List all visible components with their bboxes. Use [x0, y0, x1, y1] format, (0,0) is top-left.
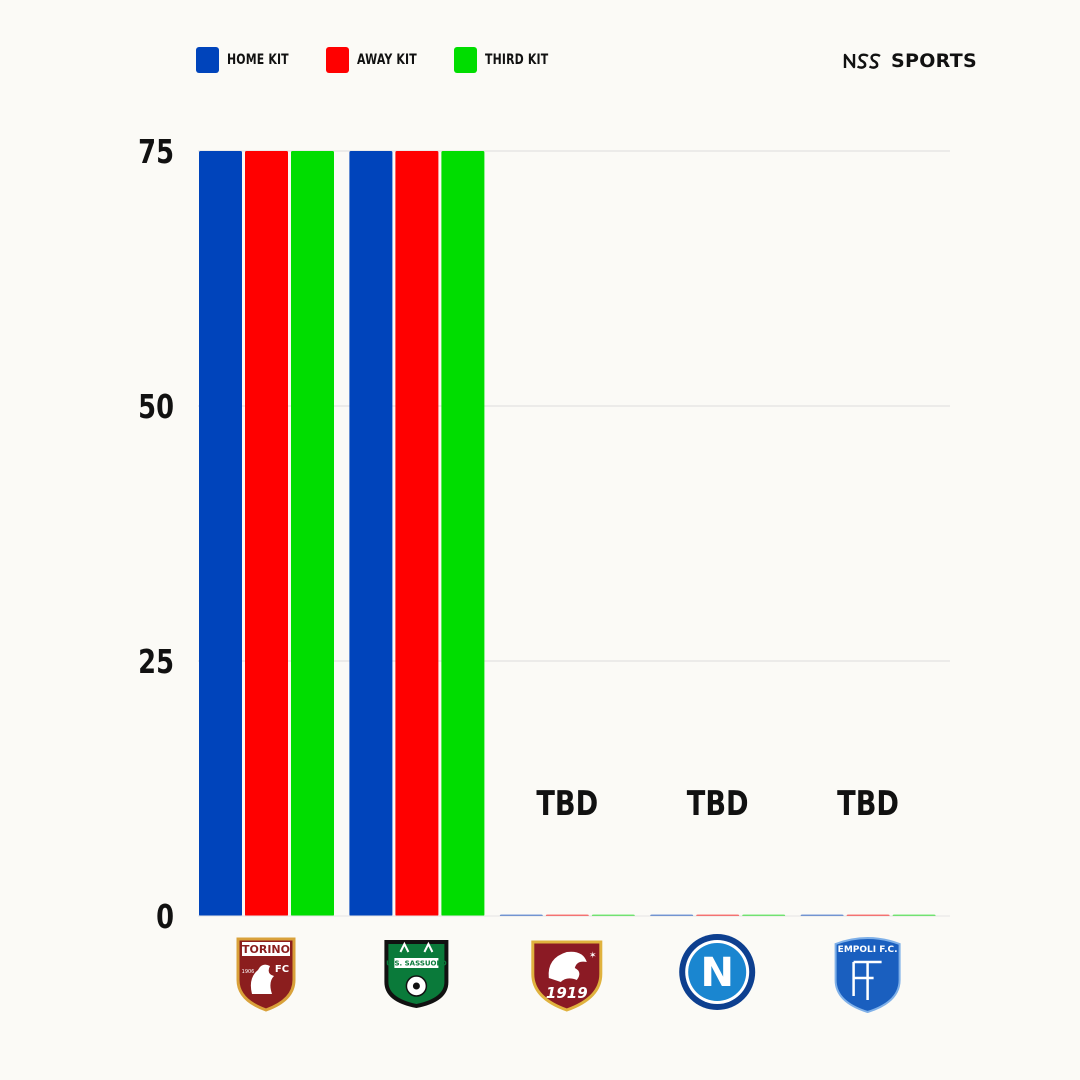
crest-text: N	[700, 950, 733, 996]
bar	[349, 151, 393, 916]
bar	[199, 151, 242, 916]
napoli-crest-icon: N	[679, 934, 756, 1010]
data-label: TBD	[837, 784, 899, 824]
legend-item-third: THIRD KIT	[453, 47, 566, 73]
crest-text: TORINO	[242, 943, 290, 956]
legend-swatch-third	[453, 47, 477, 73]
brand-logo: SPORTS	[843, 50, 977, 72]
legend-label-third: THIRD KIT	[484, 52, 549, 68]
legend-item-away: AWAY KIT	[326, 47, 434, 73]
crest-disc	[688, 943, 747, 1001]
chart-legend: HOME KIT AWAY KIT THIRD KIT	[196, 47, 586, 73]
legend-label-home: HOME KIT	[227, 52, 289, 68]
bar	[441, 151, 485, 916]
crest-star: ✶	[589, 951, 597, 961]
data-label: TBD	[687, 784, 749, 824]
bar	[291, 151, 334, 916]
legend-label-away: AWAY KIT	[357, 52, 418, 68]
crest-text: U.S. SASSUOLO	[386, 960, 447, 968]
sassuolo-crest-icon: U.S. SASSUOLO	[384, 940, 449, 1008]
crest-text: EMPOLI F.C.	[838, 945, 898, 955]
data-label: TBD	[536, 784, 598, 824]
legend-swatch-home	[196, 47, 219, 73]
crest-bull	[250, 964, 274, 994]
bar	[245, 151, 288, 916]
y-tick-label: 75	[138, 133, 174, 171]
crest-band	[242, 942, 290, 956]
bar	[395, 151, 439, 916]
y-tick-label: 25	[138, 643, 174, 681]
brand-text: SPORTS	[891, 50, 977, 72]
torino-crest-icon: TORINO FC 1906	[236, 937, 296, 1012]
y-tick-label: 0	[156, 898, 174, 936]
y-tick-label: 50	[138, 388, 174, 426]
nss-logo-icon	[843, 53, 881, 69]
crest-monogram	[852, 960, 882, 1000]
legend-item-home: HOME KIT	[196, 47, 306, 73]
crest-seahorse	[548, 951, 587, 982]
empoli-crest-icon: EMPOLI F.C.	[834, 937, 901, 1014]
salernitana-crest-icon: 1919 ✶	[531, 940, 603, 1012]
crest-text: 1919	[546, 984, 588, 1002]
crest-year: 1906	[242, 969, 255, 975]
crest-figures	[399, 941, 434, 953]
legend-swatch-away	[326, 47, 350, 73]
crest-sub: FC	[275, 964, 289, 975]
crest-band	[394, 958, 439, 968]
crest-ball-patch	[412, 982, 420, 990]
